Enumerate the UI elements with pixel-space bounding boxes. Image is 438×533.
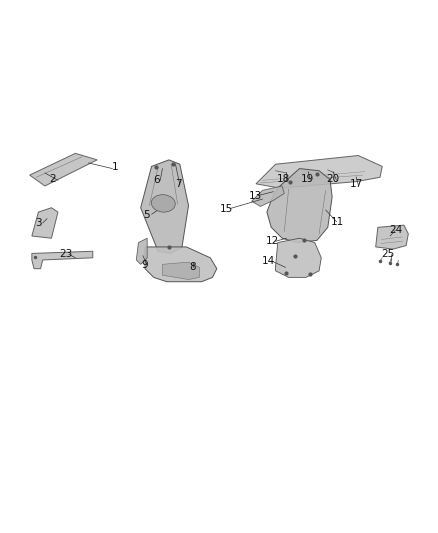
Text: 8: 8 xyxy=(190,262,196,272)
Ellipse shape xyxy=(152,195,175,212)
Text: 2: 2 xyxy=(49,174,56,184)
Text: 15: 15 xyxy=(220,204,233,214)
Text: 13: 13 xyxy=(248,191,262,200)
Polygon shape xyxy=(136,238,147,264)
Polygon shape xyxy=(30,154,97,186)
Text: 1: 1 xyxy=(112,162,119,172)
Polygon shape xyxy=(256,156,382,188)
Text: 9: 9 xyxy=(142,260,148,270)
Text: 5: 5 xyxy=(143,210,150,220)
Polygon shape xyxy=(162,262,199,279)
Text: 14: 14 xyxy=(261,256,275,266)
Polygon shape xyxy=(267,168,332,243)
Text: 11: 11 xyxy=(331,217,344,227)
Polygon shape xyxy=(141,160,188,254)
Text: 19: 19 xyxy=(301,174,314,184)
Text: 23: 23 xyxy=(59,249,72,260)
Text: 6: 6 xyxy=(153,175,159,185)
Text: 7: 7 xyxy=(175,179,181,189)
Polygon shape xyxy=(145,247,217,282)
Polygon shape xyxy=(252,186,284,206)
Polygon shape xyxy=(276,238,321,277)
Text: 18: 18 xyxy=(277,174,290,184)
Text: 3: 3 xyxy=(35,218,42,228)
Text: 20: 20 xyxy=(326,174,339,184)
Text: 12: 12 xyxy=(265,236,279,246)
Polygon shape xyxy=(32,251,93,269)
Polygon shape xyxy=(32,208,58,238)
Text: 17: 17 xyxy=(350,179,363,189)
Text: 24: 24 xyxy=(389,224,403,235)
Polygon shape xyxy=(376,225,408,249)
Text: 25: 25 xyxy=(381,249,395,260)
